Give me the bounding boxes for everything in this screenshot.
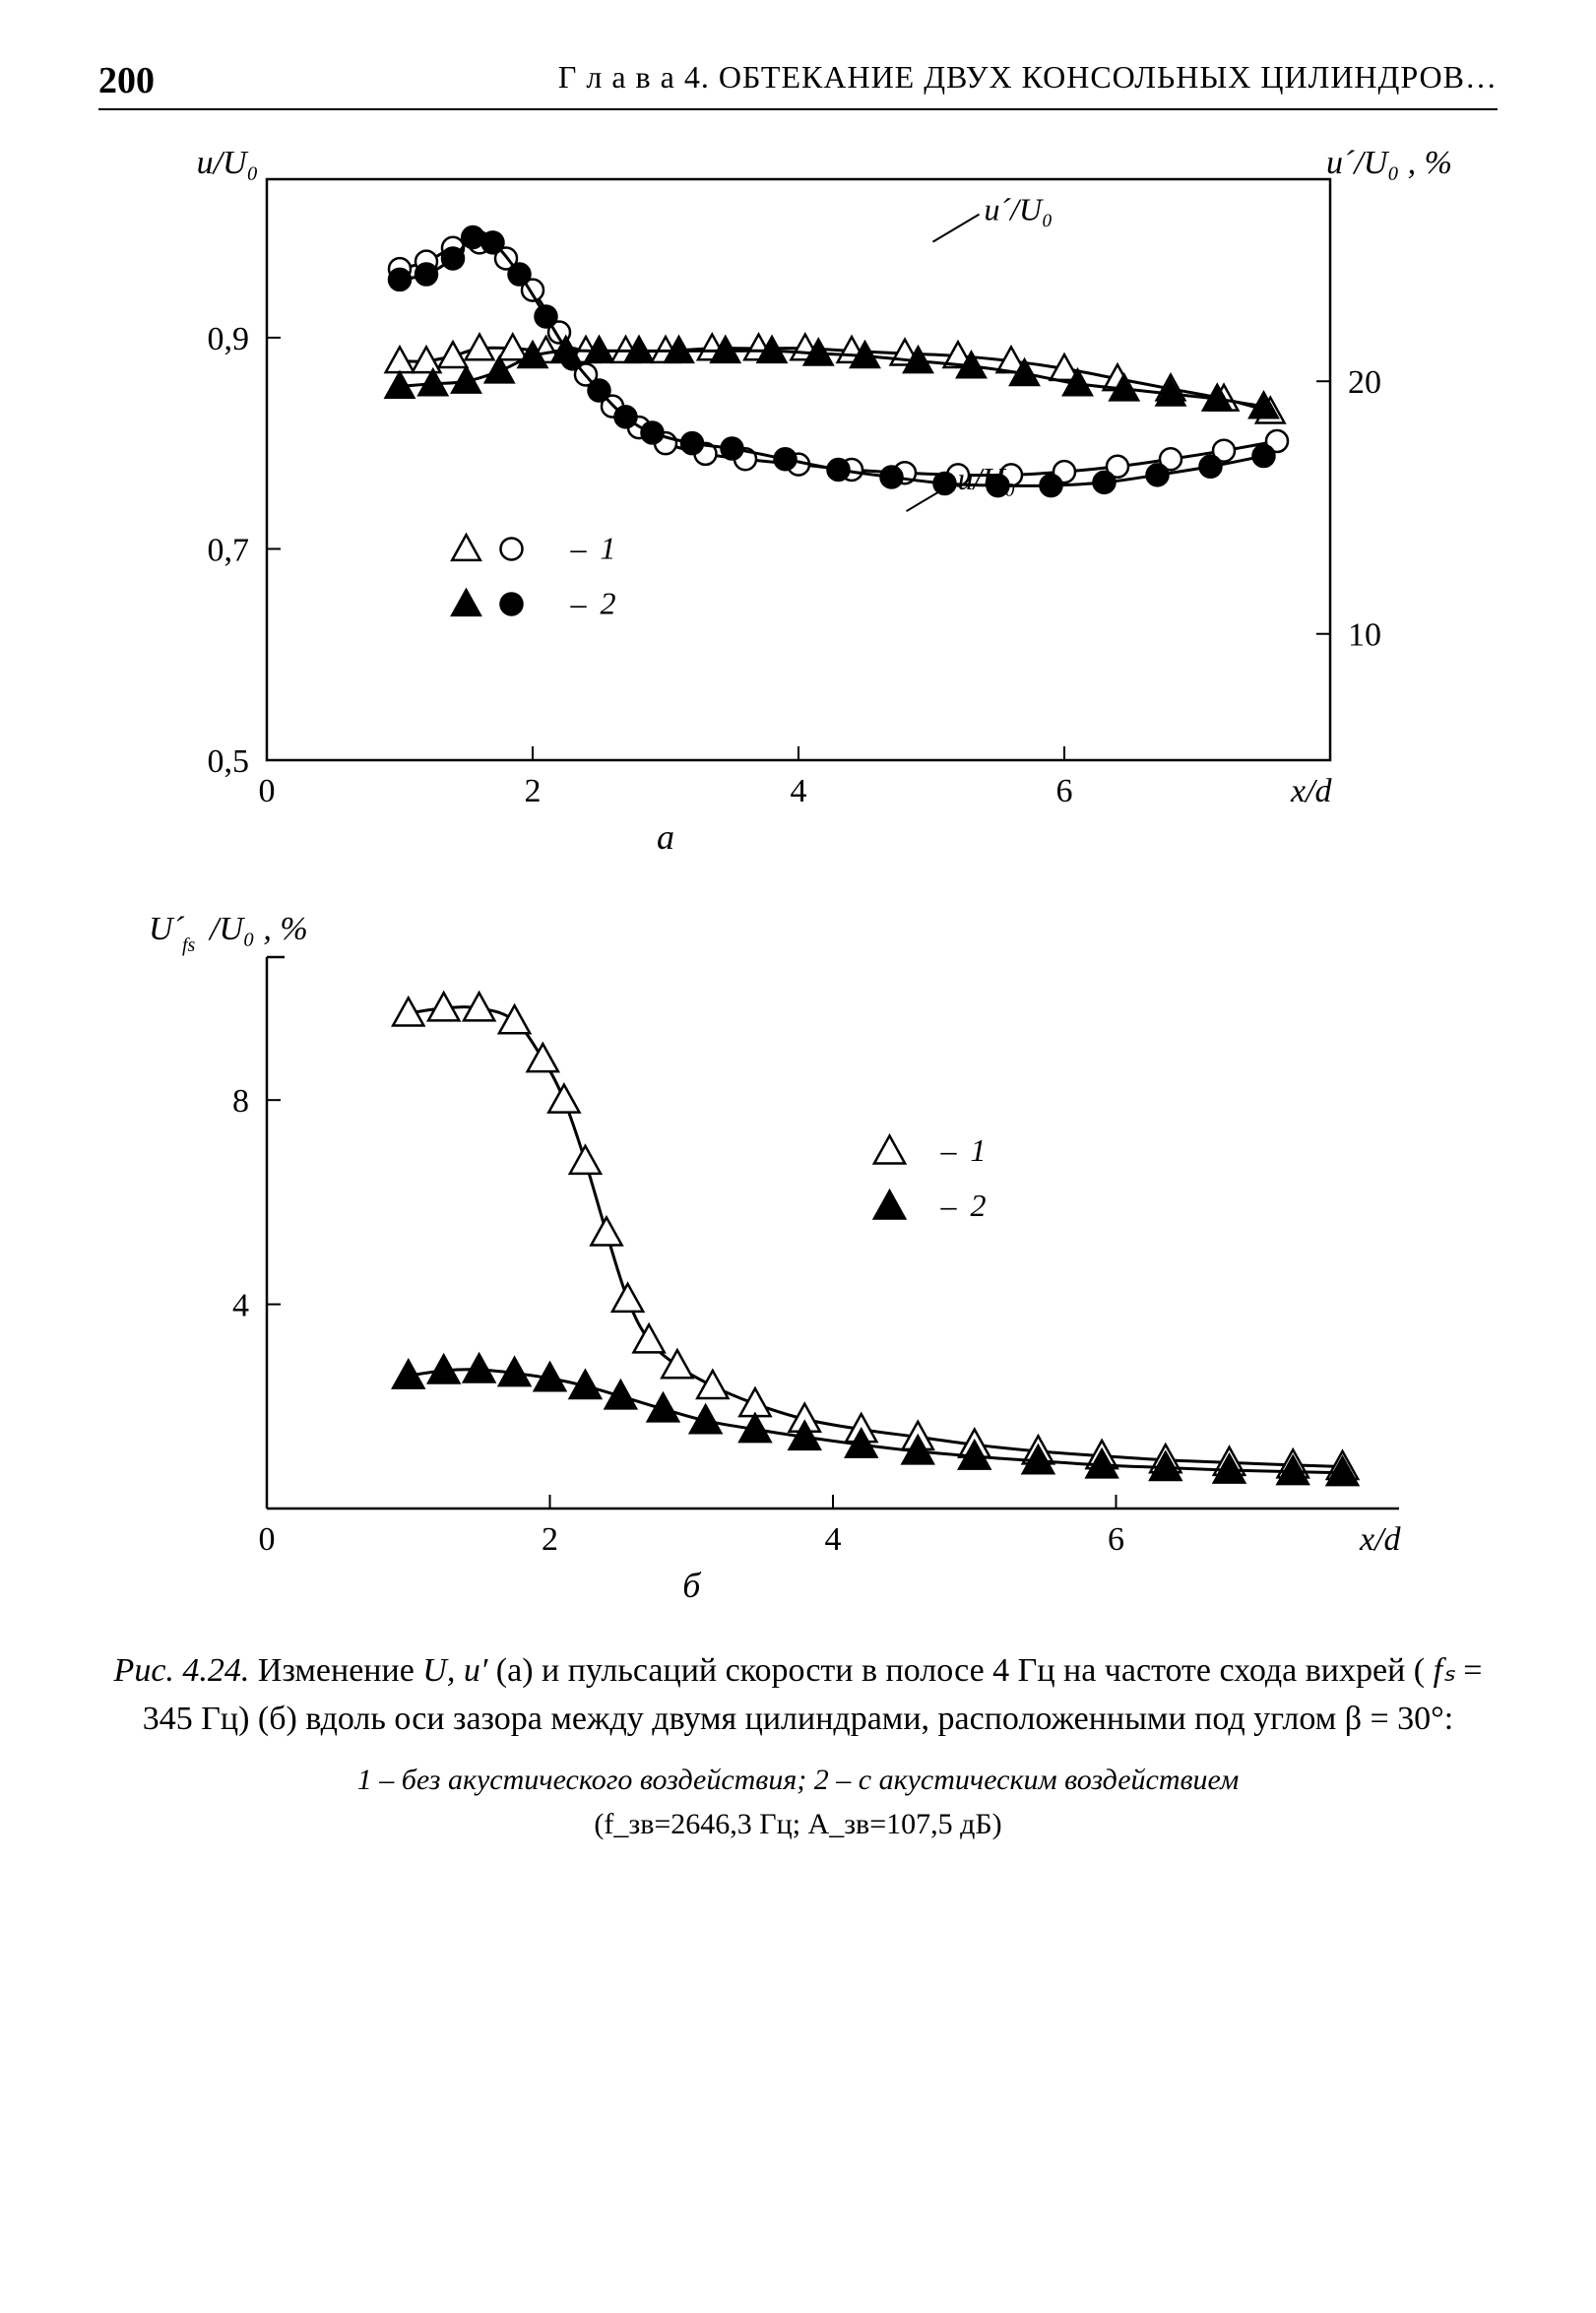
svg-text:0,5: 0,5 [207, 743, 249, 780]
fig-label: Рис. 4.24. [114, 1652, 250, 1689]
svg-text:0,9: 0,9 [207, 321, 249, 357]
chart-b: 0 2 4 6 4 8 U´fs/U₀ , % x/d б – 1– 2 [119, 888, 1478, 1617]
svg-text:4: 4 [232, 1288, 249, 1324]
chart-b-container: 0 2 4 6 4 8 U´fs/U₀ , % x/d б – 1– 2 [98, 888, 1498, 1617]
chart-a: 0 2 4 6 0,5 0,7 0,9 10 20 u/U₀ u´/U₀ , % x/d а u´/U₀ u… [119, 140, 1478, 868]
svg-text:10: 10 [1348, 617, 1381, 654]
svg-text:/U₀ , %: /U₀ , % [208, 911, 308, 947]
chapter-title: Г л а в а 4. ОБТЕКАНИЕ ДВУХ КОНСОЛЬНЫХ Ц… [558, 59, 1498, 96]
svg-text:2: 2 [542, 1521, 558, 1558]
svg-text:–: – [569, 585, 587, 620]
svg-text:x/d: x/d [1359, 1521, 1402, 1558]
cap-t4: fₛ [1434, 1652, 1455, 1689]
svg-text:6: 6 [1108, 1521, 1124, 1558]
page-header: 200 Г л а в а 4. ОБТЕКАНИЕ ДВУХ КОНСОЛЬН… [98, 59, 1498, 110]
svg-text:u/U₀: u/U₀ [957, 461, 1015, 496]
page-number: 200 [98, 59, 155, 102]
svg-text:u´/U₀ , %: u´/U₀ , % [1326, 145, 1452, 181]
svg-text:4: 4 [824, 1521, 841, 1558]
svg-text:8: 8 [232, 1083, 249, 1120]
svg-text:–: – [569, 530, 587, 565]
svg-text:u´/U₀: u´/U₀ [984, 192, 1053, 227]
sub-line2: (f_зв=2646,3 Гц; A_зв=107,5 дБ) [594, 1808, 1001, 1840]
svg-text:0: 0 [258, 1521, 275, 1558]
cap-t3: (а) и пульсаций скорости в полосе 4 Гц н… [496, 1652, 1425, 1689]
svg-text:6: 6 [1055, 773, 1072, 809]
sub-line1: 1 – без акустического воздействия; 2 – с… [357, 1764, 1240, 1796]
svg-text:4: 4 [790, 773, 806, 809]
svg-text:20: 20 [1348, 364, 1381, 401]
figure-subcaption: 1 – без акустического воздействия; 2 – с… [98, 1758, 1498, 1846]
svg-text:2: 2 [600, 585, 615, 620]
svg-text:–: – [939, 1188, 957, 1223]
cap-t1: Изменение [258, 1652, 422, 1689]
svg-text:1: 1 [970, 1132, 986, 1168]
svg-text:б: б [682, 1566, 702, 1605]
cap-t2: U, u′ [422, 1652, 496, 1689]
svg-text:x/d: x/d [1290, 773, 1333, 809]
svg-text:U´: U´ [149, 911, 185, 947]
svg-text:0,7: 0,7 [207, 532, 249, 568]
figure-caption: Рис. 4.24. Изменение U, u′ (а) и пульсац… [98, 1646, 1498, 1744]
svg-text:fs: fs [182, 934, 196, 956]
svg-text:–: – [939, 1132, 957, 1168]
svg-text:0: 0 [258, 773, 275, 809]
svg-text:2: 2 [524, 773, 541, 809]
svg-text:а: а [657, 817, 674, 857]
svg-text:1: 1 [600, 530, 615, 565]
svg-text:u/U₀: u/U₀ [196, 145, 258, 181]
chart-a-container: 0 2 4 6 0,5 0,7 0,9 10 20 u/U₀ u´/U₀ , % x/d а u´/U₀ u… [98, 140, 1498, 868]
svg-text:2: 2 [970, 1188, 986, 1223]
